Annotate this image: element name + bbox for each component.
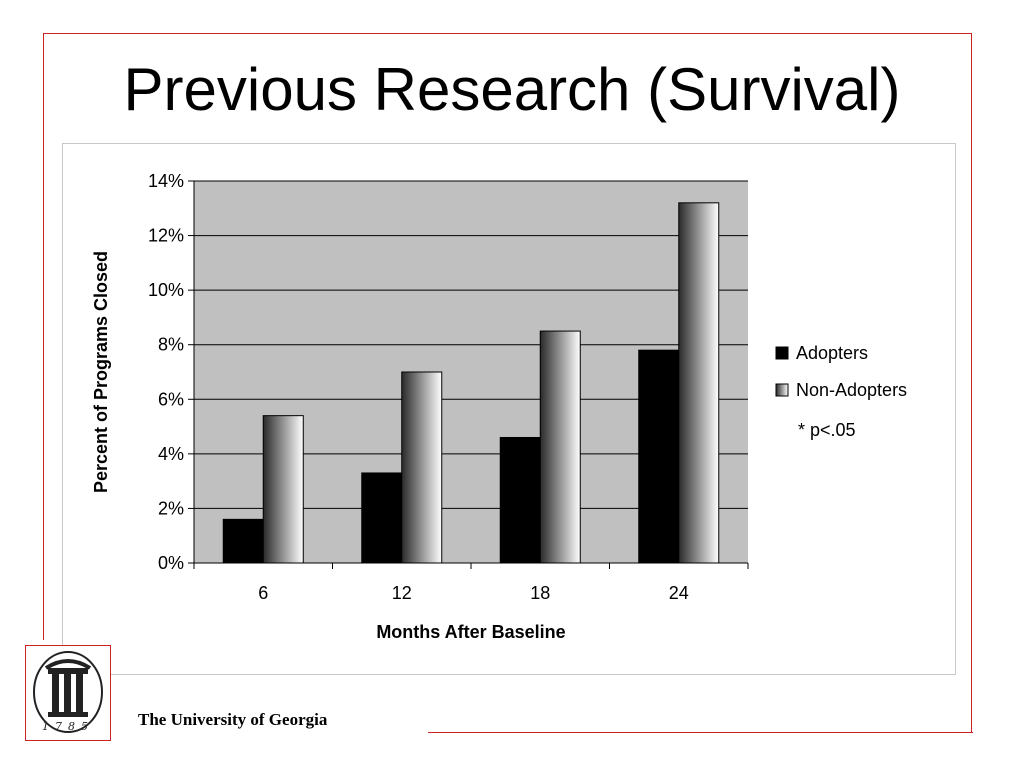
x-tick-label: 24 (669, 583, 689, 603)
y-tick-label: 2% (158, 498, 184, 518)
bar-non-adopters (539, 330, 581, 564)
bar-non-adopters (401, 371, 443, 564)
x-tick-label: 18 (530, 583, 550, 603)
bar-adopters (361, 472, 403, 564)
bar-non-adopters (262, 415, 304, 564)
bar-adopters (499, 436, 541, 564)
arch-icon (33, 651, 103, 733)
bar-adopters (222, 518, 264, 564)
slide-title: Previous Research (Survival) (123, 56, 901, 123)
x-tick-label: 12 (392, 583, 412, 603)
x-tick-label: 6 (258, 583, 268, 603)
y-tick-label: 8% (158, 335, 184, 355)
y-tick-label: 4% (158, 444, 184, 464)
y-tick-label: 0% (158, 553, 184, 573)
university-logo: 1785 (25, 645, 111, 741)
x-axis-label: Months After Baseline (376, 622, 565, 642)
chart-area: 0% 2% 4% 6% 8% 10% 12% 14% 6 12 18 24 Percent of Pr… (62, 143, 956, 675)
legend-label-non-adopters: Non-Adopters (796, 380, 907, 400)
footer-university: The University of Georgia (138, 710, 328, 729)
y-tick-label: 14% (148, 171, 184, 191)
logo-year: 1785 (42, 720, 94, 733)
bar-chart: 0% 2% 4% 6% 8% 10% 12% 14% 6 12 18 24 Percent of Pr… (91, 171, 907, 642)
chart-legend: Adopters Non-Adopters * p<.05 (775, 343, 907, 440)
y-axis-label: Percent of Programs Closed (91, 251, 111, 493)
y-tick-label: 12% (148, 226, 184, 246)
significance-note: * p<.05 (798, 420, 856, 440)
footer-rule (428, 732, 973, 733)
bar-non-adopters (678, 202, 720, 564)
legend-swatch-adopters (775, 346, 789, 360)
y-tick-label: 10% (148, 280, 184, 300)
legend-label-adopters: Adopters (796, 343, 868, 363)
y-tick-label: 6% (158, 389, 184, 409)
bar-adopters (638, 349, 680, 564)
legend-swatch-non-adopters (775, 383, 789, 397)
